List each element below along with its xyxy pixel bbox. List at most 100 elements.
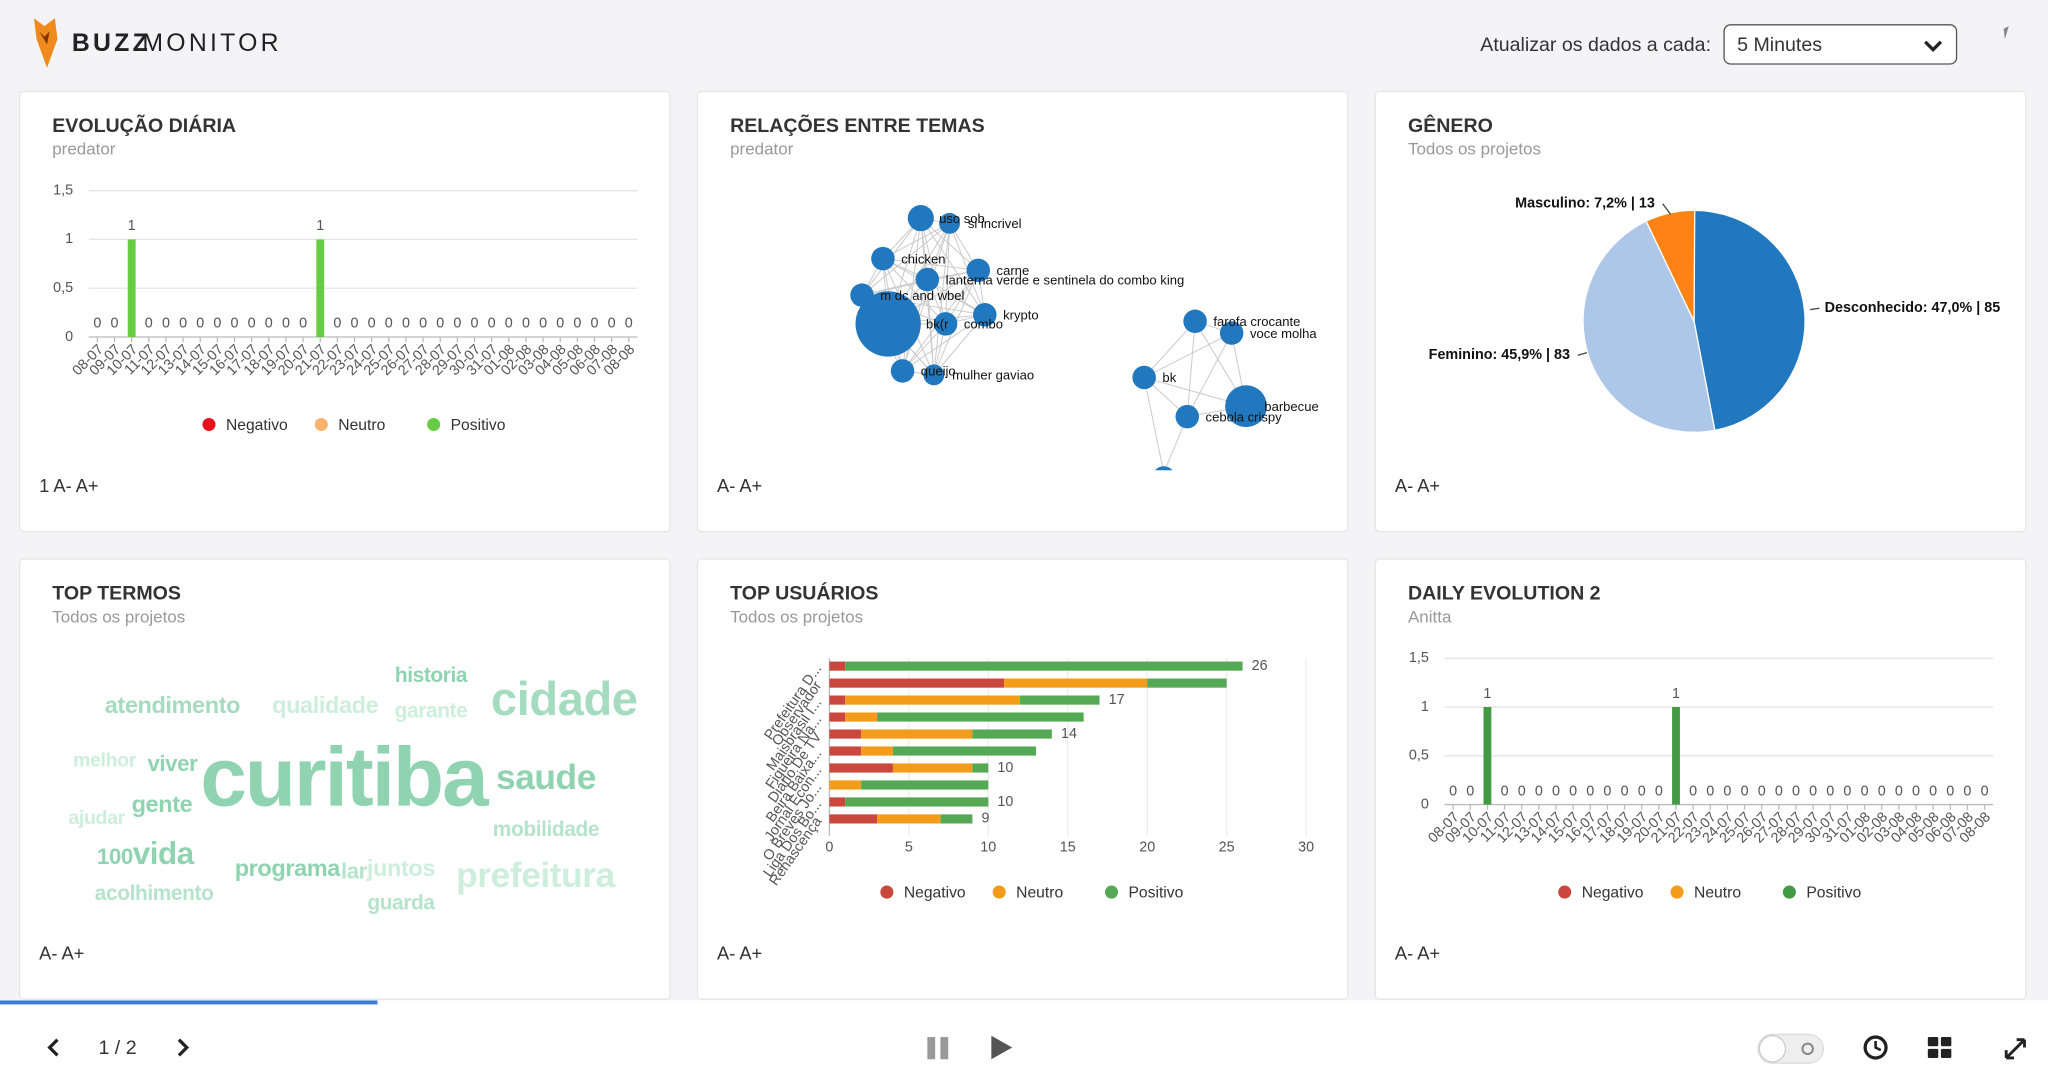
slice-label: Desconhecido: 47,0% | 85 [1825, 300, 2001, 316]
node-label: krypto [1003, 308, 1039, 323]
data-label: 0 [1792, 783, 1800, 799]
refresh-select[interactable] [1723, 24, 1958, 65]
legend-label: Neutro [1694, 885, 1741, 902]
data-label: 0 [351, 316, 359, 332]
grid-cell [1927, 1048, 1939, 1058]
pause-button[interactable] [927, 1037, 936, 1060]
edge [861, 222, 950, 296]
edge [882, 258, 947, 325]
word: melhor [73, 750, 137, 772]
bar [829, 797, 846, 807]
word: acolhimento [95, 882, 214, 905]
node [1132, 365, 1156, 390]
node [1183, 309, 1207, 334]
data-label: 0 [436, 316, 444, 332]
data-label: 0 [179, 316, 187, 332]
data-label: 0 [522, 316, 530, 332]
play-button[interactable] [991, 1035, 1013, 1060]
legend-swatch [992, 885, 1006, 899]
y-tick-label: 0,5 [53, 280, 73, 296]
data-label: 0 [1552, 783, 1560, 799]
grid-button[interactable] [1927, 1037, 1952, 1058]
node-label: m dc and wbel [880, 288, 964, 303]
edge [920, 217, 986, 316]
prev-button[interactable] [47, 1038, 59, 1057]
panel-footer[interactable]: A- A+ [717, 475, 762, 496]
word: juntos [366, 855, 435, 881]
data-label: 0 [1758, 783, 1766, 799]
data-label: 0 [1861, 783, 1869, 799]
data-label: 0 [111, 316, 119, 332]
y-tick-label: 1 [65, 231, 73, 247]
node-label: chicken [901, 251, 945, 266]
panel-subtitle: Todos os projetos [52, 607, 185, 626]
data-label: 0 [1638, 783, 1646, 799]
data-label: 0 [1655, 783, 1663, 799]
data-label: 0 [1535, 783, 1543, 799]
data-label: 0 [505, 316, 513, 332]
word: programa [235, 855, 342, 881]
data-label: 0 [1826, 783, 1834, 799]
panel-title: TOP TERMOS [52, 582, 181, 604]
data-label: 0 [282, 316, 290, 332]
word: garante [395, 699, 468, 722]
header-icon [2003, 26, 2009, 40]
x-tick-label: 30 [1298, 839, 1314, 855]
x-tick-label: 25 [1219, 839, 1235, 855]
bar [877, 814, 941, 824]
clock-button[interactable] [1863, 1035, 1888, 1060]
panel: TOP TERMOS Todos os projetos A- A+ historia… [18, 558, 671, 1000]
node [973, 303, 997, 327]
clock-hands [1874, 1040, 1882, 1052]
bar [829, 763, 893, 773]
panel-subtitle: Anitta [1408, 607, 1452, 626]
data-label: 0 [453, 316, 461, 332]
panel-bg [18, 558, 671, 1000]
legend-swatch [1782, 885, 1796, 899]
pie-slice [1693, 209, 1806, 432]
x-tick-label: 0 [825, 839, 833, 855]
bar [127, 239, 136, 337]
data-label: 0 [591, 316, 599, 332]
data-label: 0 [1912, 783, 1920, 799]
bar [1147, 678, 1227, 688]
panel-title: RELAÇÕES ENTRE TEMAS [730, 113, 985, 137]
panel-footer[interactable]: A- A+ [1395, 943, 1440, 964]
bar [1483, 707, 1492, 805]
node-label: bk [1162, 370, 1176, 385]
next-button[interactable] [177, 1038, 190, 1057]
panel-footer[interactable]: A- A+ [717, 943, 762, 964]
bar [877, 712, 1084, 722]
data-label: 0 [299, 316, 307, 332]
panel-footer[interactable]: 1 A- A+ [39, 475, 98, 496]
panel-footer[interactable]: A- A+ [1395, 475, 1440, 496]
bar [845, 712, 878, 722]
node [915, 267, 940, 292]
legend-swatch [314, 417, 328, 432]
data-label: 0 [93, 316, 101, 332]
panel-subtitle: Todos os projetos [730, 607, 863, 626]
data-label: 0 [1775, 783, 1783, 799]
data-label: 0 [368, 316, 376, 332]
data-label: 0 [1895, 783, 1903, 799]
node-label: uso sob [939, 211, 985, 226]
bar [1020, 695, 1100, 705]
bar [861, 746, 893, 756]
panel-footer[interactable]: A- A+ [39, 943, 84, 964]
panel-title: TOP USUÁRIOS [730, 581, 878, 604]
node [923, 364, 945, 386]
page-indicator: 1 / 2 [98, 1037, 136, 1059]
edge [1186, 332, 1233, 417]
edge [902, 314, 986, 372]
data-label: 0 [1963, 783, 1971, 799]
bar [829, 712, 846, 722]
data-label: 1 [1672, 686, 1680, 702]
total-label: 26 [1252, 658, 1268, 674]
fullscreen-button[interactable] [2004, 1038, 2026, 1060]
panel-bg [18, 90, 671, 533]
legend-label: Positivo [1806, 885, 1861, 902]
bar [845, 797, 989, 807]
bar [892, 746, 1036, 756]
x-tick-label: 20 [1139, 839, 1155, 855]
refresh-value[interactable]: 5 Minutes [1737, 34, 1822, 56]
